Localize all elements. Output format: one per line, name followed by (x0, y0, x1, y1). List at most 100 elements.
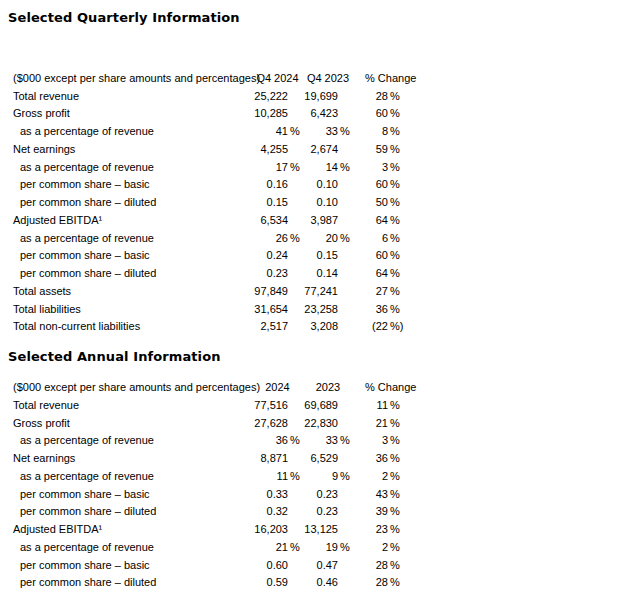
table-row: Total revenue77,51669,68911% (0, 396, 430, 414)
value-col1: 21% (252, 541, 303, 553)
value-col2: 23,258 (303, 303, 353, 315)
row-label: Adjusted EBITDA¹ (0, 214, 252, 226)
row-label: per common share – diluted (0, 576, 252, 588)
annual-col-header-pct-change: % Change (353, 381, 410, 393)
value-col1: 0.16 (252, 178, 303, 190)
value-col2: 0.46 (303, 576, 353, 588)
annual-table-body: Total revenue77,51669,68911%Gross profit… (0, 396, 430, 591)
quarterly-col-header-pct-change: % Change (353, 72, 410, 84)
table-row: per common share – diluted0.320.2339% (0, 503, 430, 521)
value-col1: 0.60 (252, 559, 303, 571)
row-label: Gross profit (0, 107, 252, 119)
value-col2: 3,208 (303, 320, 353, 332)
value-col2: 0.23 (303, 505, 353, 517)
value-col1: 0.15 (252, 196, 303, 208)
row-label: Total revenue (0, 399, 252, 411)
table-row: as a percentage of revenue17%14%3% (0, 158, 430, 176)
value-col1: 31,654 (252, 303, 303, 315)
table-row: Total revenue25,22219,69928% (0, 87, 430, 105)
row-label: per common share – basic (0, 559, 252, 571)
document-page: Selected Quarterly Information ($000 exc… (0, 0, 622, 591)
value-pct-change: 6% (353, 232, 410, 244)
value-pct-change: 2% (353, 470, 410, 482)
value-pct-change: 36% (353, 452, 410, 464)
value-pct-change: 23% (353, 523, 410, 535)
value-col2: 3,987 (303, 214, 353, 226)
value-pct-change: 60% (353, 178, 410, 190)
value-pct-change: 21% (353, 417, 410, 429)
value-col1: 97,849 (252, 285, 303, 297)
quarterly-table: ($000 except per share amounts and perce… (0, 69, 430, 335)
row-label: Gross profit (0, 417, 252, 429)
value-col2: 33% (303, 434, 353, 446)
row-label: as a percentage of revenue (0, 434, 252, 446)
value-pct-change: 27% (353, 285, 410, 297)
row-label: as a percentage of revenue (0, 541, 252, 553)
table-row: Gross profit27,62822,83021% (0, 414, 430, 432)
table-row: as a percentage of revenue21%19%2% (0, 538, 430, 556)
value-col2: 0.10 (303, 178, 353, 190)
row-label: Total revenue (0, 90, 252, 102)
value-col2: 19% (303, 541, 353, 553)
table-row: Gross profit10,2856,42360% (0, 105, 430, 123)
value-pct-change: 64% (353, 267, 410, 279)
row-label: per common share – basic (0, 178, 252, 190)
value-col2: 33% (303, 125, 353, 137)
quarterly-col-header-q4-2023: Q4 2023 (303, 72, 353, 84)
value-col1: 77,516 (252, 399, 303, 411)
value-col1: 6,534 (252, 214, 303, 226)
value-col1: 25,222 (252, 90, 303, 102)
row-label: as a percentage of revenue (0, 161, 252, 173)
value-col1: 36% (252, 434, 303, 446)
row-label: per common share – diluted (0, 267, 252, 279)
value-col2: 0.15 (303, 249, 353, 261)
row-label: Net earnings (0, 143, 252, 155)
table-row: per common share – diluted0.230.1464% (0, 264, 430, 282)
table-row: Adjusted EBITDA¹6,5343,98764% (0, 211, 430, 229)
value-pct-change: 60% (353, 107, 410, 119)
annual-col-header-2023: 2023 (303, 381, 353, 393)
table-row: per common share – basic0.600.4728% (0, 556, 430, 574)
quarterly-section-title: Selected Quarterly Information (8, 10, 622, 26)
value-pct-change: 64% (353, 214, 410, 226)
row-label: as a percentage of revenue (0, 125, 252, 137)
value-pct-change: (22%) (353, 320, 410, 332)
value-pct-change: 43% (353, 488, 410, 500)
value-col2: 2,674 (303, 143, 353, 155)
value-col2: 0.14 (303, 267, 353, 279)
value-col1: 0.32 (252, 505, 303, 517)
table-row: per common share – diluted0.150.1050% (0, 193, 430, 211)
annual-table: ($000 except per share amounts and perce… (0, 378, 430, 591)
value-col1: 8,871 (252, 452, 303, 464)
value-pct-change: 60% (353, 249, 410, 261)
value-col1: 4,255 (252, 143, 303, 155)
annual-section-title: Selected Annual Information (8, 349, 622, 365)
value-pct-change: 59% (353, 143, 410, 155)
value-col1: 26% (252, 232, 303, 244)
value-col1: 0.24 (252, 249, 303, 261)
table-row: Total liabilities31,65423,25836% (0, 300, 430, 318)
table-row: Total non-current liabilities2,5173,208(… (0, 318, 430, 336)
table-row: as a percentage of revenue11%9%2% (0, 467, 430, 485)
row-label: Total non-current liabilities (0, 320, 252, 332)
value-col2: 14% (303, 161, 353, 173)
row-label: as a percentage of revenue (0, 232, 252, 244)
quarterly-units-note: ($000 except per share amounts and perce… (0, 72, 252, 84)
table-row: Net earnings8,8716,52936% (0, 449, 430, 467)
value-col1: 10,285 (252, 107, 303, 119)
table-row: per common share – basic0.240.1560% (0, 247, 430, 265)
table-row: Net earnings4,2552,67459% (0, 140, 430, 158)
value-col1: 16,203 (252, 523, 303, 535)
value-col2: 9% (303, 470, 353, 482)
value-pct-change: 36% (353, 303, 410, 315)
value-col2: 22,830 (303, 417, 353, 429)
annual-col-header-2024: 2024 (252, 381, 303, 393)
table-row: per common share – basic0.160.1060% (0, 176, 430, 194)
row-label: Total assets (0, 285, 252, 297)
table-row: per common share – diluted0.590.4628% (0, 574, 430, 592)
table-row: Total assets97,84977,24127% (0, 282, 430, 300)
table-row: as a percentage of revenue36%33%3% (0, 432, 430, 450)
value-col2: 6,423 (303, 107, 353, 119)
row-label: as a percentage of revenue (0, 470, 252, 482)
row-label: Net earnings (0, 452, 252, 464)
